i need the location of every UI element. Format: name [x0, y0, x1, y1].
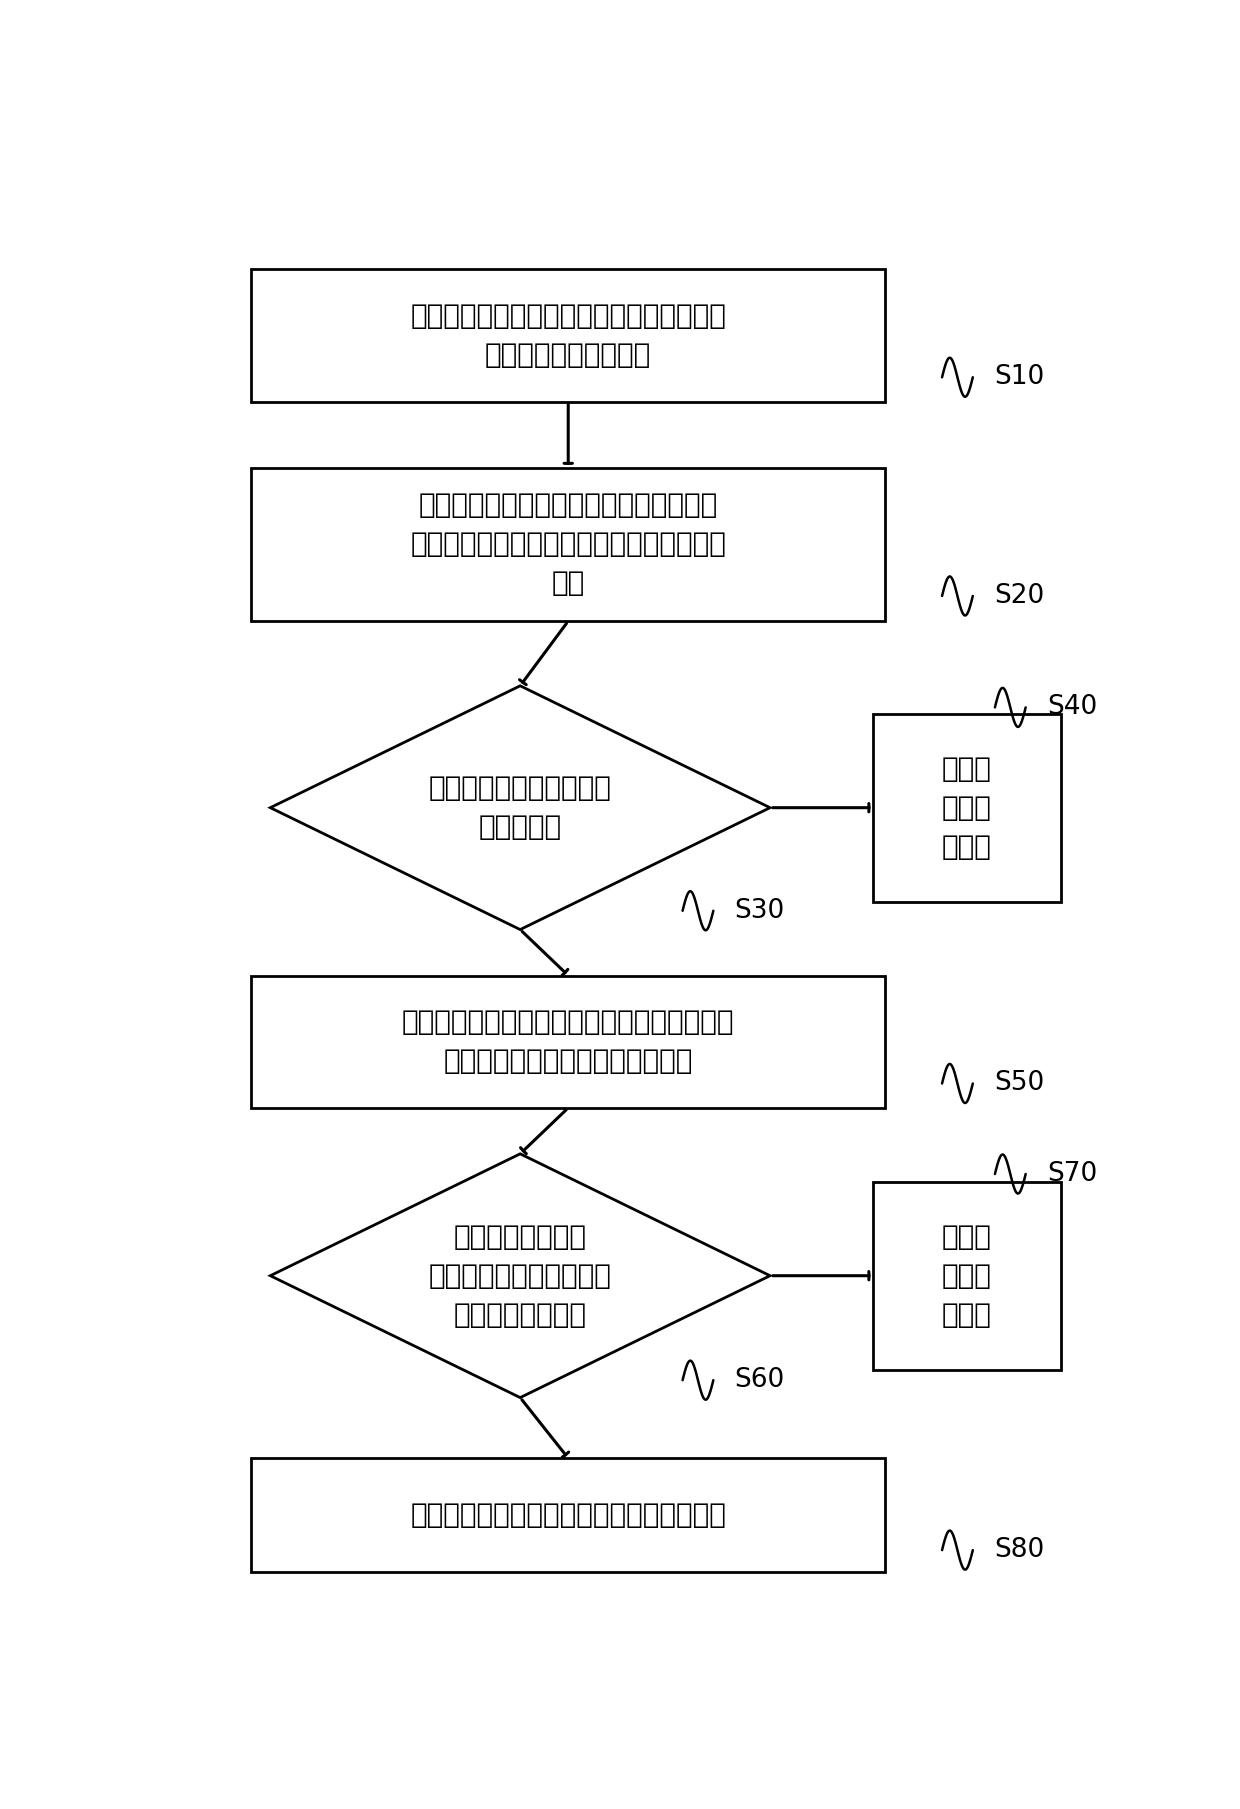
Polygon shape: [270, 686, 770, 930]
Text: 若是，则针对输入图像中的低饱和度像素，计
算得到低饱和度像素的亮度补偿值: 若是，则针对输入图像中的低饱和度像素，计 算得到低饱和度像素的亮度补偿值: [402, 1008, 734, 1075]
Bar: [250, 975, 885, 1107]
Text: S70: S70: [1047, 1161, 1097, 1187]
Bar: [873, 1181, 1060, 1369]
Text: 针对输入图像中的
高饱和度像素，判断是否
满足灰阶过渡条件: 针对输入图像中的 高饱和度像素，判断是否 满足灰阶过渡条件: [429, 1223, 611, 1328]
Text: 根据每个像素的饱和度分量和明度分量，
统计高饱和度像素的个数和低饱和度像素的
个数: 根据每个像素的饱和度分量和明度分量， 统计高饱和度像素的个数和低饱和度像素的 个…: [410, 492, 727, 597]
Bar: [250, 469, 885, 620]
Bar: [873, 715, 1060, 901]
Text: S50: S50: [994, 1071, 1044, 1096]
Text: 判断输入图像是否满足色
相偏移条件: 判断输入图像是否满足色 相偏移条件: [429, 774, 611, 841]
Text: 若否，计算得到高饱和度像素的亮度补偿值: 若否，计算得到高饱和度像素的亮度补偿值: [410, 1501, 727, 1529]
Text: S20: S20: [994, 582, 1044, 610]
Bar: [250, 270, 885, 402]
Text: S10: S10: [994, 364, 1044, 391]
Text: 若否，
则不进
行补偿: 若否， 则不进 行补偿: [942, 754, 992, 861]
Text: S40: S40: [1047, 695, 1097, 720]
Text: 根据输入图像，得到每个像素的色调分量、
饱和度分量和明度分量: 根据输入图像，得到每个像素的色调分量、 饱和度分量和明度分量: [410, 302, 727, 369]
Text: 若是，
则不进
行补偿: 若是， 则不进 行补偿: [942, 1223, 992, 1328]
Text: S30: S30: [734, 897, 785, 924]
Text: S60: S60: [734, 1368, 785, 1393]
Text: S80: S80: [994, 1538, 1044, 1563]
Bar: [250, 1458, 885, 1572]
Polygon shape: [270, 1154, 770, 1398]
